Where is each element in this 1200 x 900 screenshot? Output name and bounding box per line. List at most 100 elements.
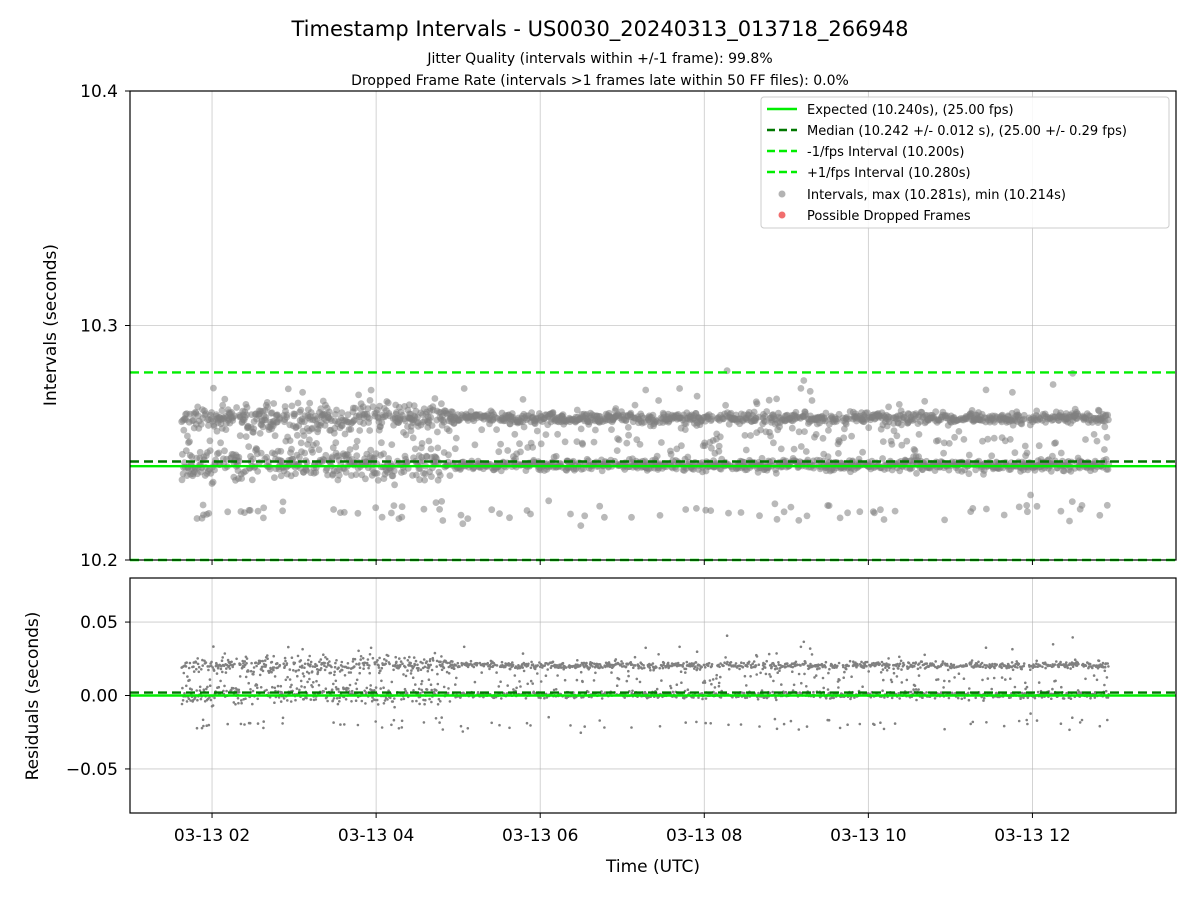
- interval-point: [877, 506, 884, 514]
- interval-point: [353, 437, 361, 445]
- residual-point: [255, 664, 258, 668]
- residual-point: [887, 666, 891, 669]
- residual-point: [1010, 661, 1014, 664]
- residual-point: [695, 650, 699, 653]
- residual-point: [340, 668, 344, 672]
- residual-point: [417, 687, 421, 691]
- residual-point: [529, 679, 533, 683]
- interval-point: [577, 425, 585, 433]
- residual-point: [192, 665, 195, 668]
- interval-point: [682, 506, 690, 513]
- residual-point: [729, 661, 733, 664]
- residual-point: [252, 673, 255, 676]
- residual-point: [684, 671, 687, 674]
- residual-point: [430, 688, 434, 692]
- interval-point: [242, 433, 250, 440]
- residual-point: [255, 683, 259, 687]
- residual-point: [300, 685, 303, 688]
- residual-point: [804, 661, 807, 665]
- residual-point: [725, 634, 729, 637]
- residual-point: [270, 660, 274, 664]
- residual-point: [1011, 647, 1014, 651]
- residual-point: [376, 703, 380, 706]
- residual-point: [704, 721, 707, 725]
- interval-point: [283, 411, 291, 419]
- interval-point: [596, 502, 604, 510]
- residual-point: [355, 687, 359, 691]
- residual-point: [759, 671, 762, 675]
- residual-point: [411, 676, 415, 679]
- residual-point: [797, 672, 801, 676]
- interval-point: [460, 385, 468, 392]
- residual-point: [344, 698, 348, 701]
- residual-point: [197, 670, 201, 674]
- interval-point: [801, 428, 808, 435]
- residual-point: [711, 678, 715, 681]
- residual-point: [299, 679, 303, 683]
- interval-point: [722, 401, 729, 409]
- residual-point: [201, 718, 205, 722]
- interval-point: [592, 426, 599, 434]
- interval-point: [457, 511, 465, 519]
- residual-point: [982, 699, 985, 702]
- interval-point: [428, 422, 436, 429]
- residual-point: [219, 679, 222, 683]
- residual-point: [525, 721, 529, 725]
- residual-point: [969, 722, 972, 726]
- residual-point: [734, 662, 738, 665]
- residual-point: [249, 688, 252, 691]
- residual-point: [273, 686, 277, 690]
- interval-point: [346, 446, 354, 453]
- interval-point: [451, 445, 459, 453]
- residual-point: [337, 687, 340, 691]
- residual-point: [638, 680, 642, 684]
- residual-point: [421, 690, 425, 694]
- residual-point: [240, 699, 243, 702]
- residual-point: [294, 669, 298, 673]
- residual-point: [789, 719, 793, 723]
- interval-point: [315, 446, 323, 454]
- interval-point: [633, 436, 641, 443]
- residual-point: [803, 672, 806, 676]
- chart-subtitle-jitter: Jitter Quality (intervals within +/-1 fr…: [426, 51, 772, 67]
- residual-point: [965, 664, 969, 668]
- residual-point: [364, 702, 367, 705]
- interval-point: [1035, 442, 1043, 450]
- residual-point: [812, 690, 815, 694]
- residual-point: [755, 655, 759, 658]
- interval-point: [761, 418, 769, 426]
- residual-point: [710, 682, 713, 686]
- residual-point: [814, 674, 818, 677]
- residual-point: [459, 724, 463, 728]
- residual-point: [230, 660, 233, 664]
- interval-point: [297, 406, 305, 414]
- interval-point: [206, 447, 214, 454]
- interval-point: [366, 397, 374, 404]
- residual-point: [742, 662, 746, 665]
- interval-point: [180, 426, 188, 434]
- residual-point: [498, 723, 501, 727]
- residual-point: [267, 691, 271, 695]
- residual-point: [239, 722, 243, 726]
- interval-point: [235, 457, 243, 465]
- interval-point: [822, 409, 830, 417]
- residual-point: [878, 662, 881, 666]
- interval-point: [601, 513, 608, 521]
- residual-point: [325, 665, 328, 669]
- interval-point: [1101, 446, 1108, 453]
- interval-point: [590, 438, 598, 446]
- residual-point: [981, 678, 984, 682]
- residual-point: [900, 668, 903, 671]
- interval-point: [279, 507, 286, 515]
- interval-point: [301, 449, 309, 457]
- residual-point: [743, 674, 747, 678]
- residual-point: [392, 718, 396, 722]
- residual-point: [199, 697, 203, 701]
- residual-point: [879, 671, 883, 674]
- residual-point: [838, 726, 842, 730]
- interval-point: [880, 516, 888, 523]
- residual-point: [409, 672, 413, 675]
- interval-point: [879, 438, 887, 445]
- residual-point: [914, 661, 918, 664]
- residual-point: [669, 686, 673, 690]
